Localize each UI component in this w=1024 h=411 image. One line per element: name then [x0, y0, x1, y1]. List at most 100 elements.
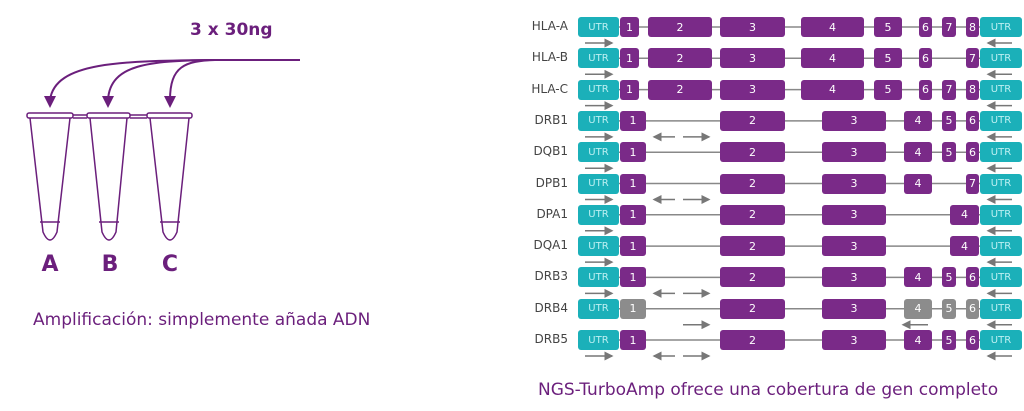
- exon-3: 3: [822, 204, 886, 225]
- utr-5prime: UTR: [578, 267, 619, 288]
- utr-3prime: UTR: [980, 48, 1022, 69]
- exon-3: 3: [822, 236, 886, 257]
- exon-6: 6: [919, 79, 932, 100]
- exon-4: 4: [904, 330, 932, 350]
- exon-4: 4: [904, 173, 932, 194]
- exon-4: 4: [904, 142, 932, 163]
- exon-5: 5: [874, 79, 902, 100]
- gene-label: HLA-A: [531, 19, 568, 33]
- utr-5prime: UTR: [578, 204, 619, 225]
- amplification-caption: Amplificación: simplemente añada ADN: [33, 310, 371, 330]
- exon-3: 3: [822, 298, 886, 319]
- exon-6: 6: [966, 142, 979, 163]
- exon-1: 1: [620, 236, 646, 257]
- exon-1: 1: [620, 173, 646, 194]
- exon-5: 5: [942, 142, 956, 163]
- exon-3: 3: [822, 110, 886, 131]
- exon-1: 1: [620, 79, 639, 100]
- gene-label: DRB5: [534, 332, 568, 346]
- exon-1: 1: [620, 204, 646, 225]
- gene-label: HLA-C: [531, 81, 568, 96]
- gene-label: DQB1: [533, 144, 568, 159]
- utr-5prime: UTR: [578, 236, 619, 257]
- exon-6: 6: [966, 267, 979, 288]
- utr-5prime: UTR: [578, 79, 619, 100]
- gene-label: DRB4: [534, 300, 568, 315]
- utr-3prime: UTR: [980, 236, 1022, 257]
- exon-1: 1: [620, 142, 646, 163]
- gene-label: DRB1: [534, 112, 568, 127]
- utr-3prime: UTR: [980, 267, 1022, 288]
- utr-3prime: UTR: [980, 142, 1022, 163]
- utr-5prime: UTR: [578, 142, 619, 163]
- exon-7: 7: [966, 173, 979, 194]
- exon-1: 1: [620, 110, 646, 131]
- utr-3prime: UTR: [980, 330, 1022, 350]
- utr-3prime: UTR: [980, 298, 1022, 319]
- arrowhead-b: [102, 96, 114, 108]
- gene-label: DRB3: [534, 269, 568, 284]
- exon-2: 2: [720, 142, 785, 163]
- exon-4: 4: [904, 267, 932, 288]
- exon-6: 6: [966, 110, 979, 131]
- exon-1: 1: [620, 17, 639, 37]
- utr-3prime: UTR: [980, 17, 1022, 37]
- utr-5prime: UTR: [578, 298, 619, 319]
- exon-8: 8: [966, 79, 979, 100]
- utr-3prime: UTR: [980, 204, 1022, 225]
- exon-1: 1: [620, 330, 646, 350]
- exon-4: 4: [950, 236, 979, 257]
- tube-label-b: B: [101, 252, 119, 277]
- exon-5: 5: [942, 267, 956, 288]
- gene-label: DQA1: [533, 238, 568, 253]
- exon-2: 2: [720, 236, 785, 257]
- arrow-to-tube-b: [107, 59, 211, 101]
- exon-2: 2: [648, 17, 712, 37]
- exon-7: 7: [942, 79, 956, 100]
- exon-6: 6: [966, 330, 979, 350]
- exon-2: 2: [720, 204, 785, 225]
- exon-2: 2: [720, 330, 785, 350]
- exon-1: 1: [620, 267, 646, 288]
- gene-label: DPA1: [536, 206, 568, 221]
- exon-7: 7: [966, 48, 979, 69]
- utr-5prime: UTR: [578, 48, 619, 69]
- utr-5prime: UTR: [578, 173, 619, 194]
- exon-2: 2: [720, 298, 785, 319]
- exon-2: 2: [648, 79, 712, 100]
- exon-6: 6: [919, 48, 932, 69]
- exon-1: 1: [620, 298, 646, 319]
- coverage-caption: NGS-TurboAmp ofrece una cobertura de gen…: [538, 380, 999, 400]
- exon-3: 3: [822, 173, 886, 194]
- gene-label: HLA-B: [531, 50, 568, 65]
- exon-6: 6: [966, 298, 979, 319]
- exon-6: 6: [919, 17, 932, 37]
- exon-7: 7: [942, 17, 956, 37]
- tubes-illustration: [26, 59, 300, 241]
- exon-3: 3: [720, 17, 785, 37]
- utr-3prime: UTR: [980, 173, 1022, 194]
- exon-5: 5: [942, 298, 956, 319]
- tube-label-c: C: [161, 252, 179, 277]
- dna-amount-label: 3 x 30ng: [190, 20, 273, 40]
- exon-8: 8: [966, 17, 979, 37]
- exon-1: 1: [620, 48, 639, 69]
- exon-3: 3: [720, 79, 785, 100]
- exon-2: 2: [720, 267, 785, 288]
- arrow-to-tube-c: [169, 59, 216, 101]
- exon-5: 5: [874, 48, 902, 69]
- arrowhead-a: [44, 96, 56, 108]
- utr-5prime: UTR: [578, 330, 619, 350]
- exon-4: 4: [801, 79, 864, 100]
- utr-5prime: UTR: [578, 110, 619, 131]
- exon-3: 3: [822, 267, 886, 288]
- tube-label-a: A: [41, 252, 59, 277]
- exon-3: 3: [720, 48, 785, 69]
- exon-5: 5: [942, 110, 956, 131]
- exon-5: 5: [942, 330, 956, 350]
- utr-3prime: UTR: [980, 79, 1022, 100]
- exon-2: 2: [720, 110, 785, 131]
- exon-5: 5: [874, 17, 902, 37]
- exon-4: 4: [950, 204, 979, 225]
- exon-4: 4: [801, 48, 864, 69]
